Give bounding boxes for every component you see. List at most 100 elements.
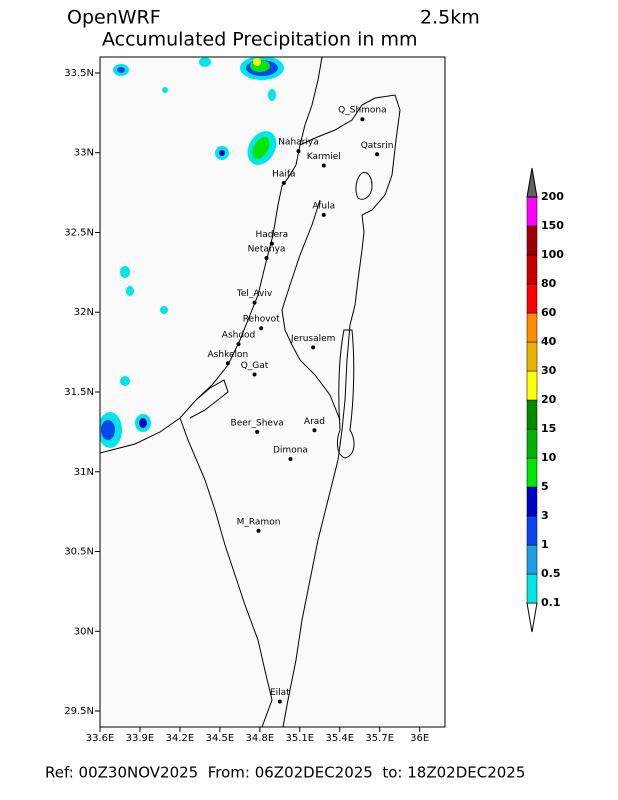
city-dot — [321, 212, 326, 217]
precip-field — [100, 57, 284, 448]
city-dot — [360, 117, 365, 122]
colorbar-segment — [526, 515, 538, 546]
y-tick-label: 31.5N — [64, 387, 94, 398]
city-dot — [288, 457, 293, 461]
colorbar-segment — [526, 399, 538, 430]
colorbar-label: 0.1 — [541, 596, 561, 609]
x-tick-label: 35.4E — [325, 733, 354, 744]
y-tick-label: 32.5N — [64, 227, 94, 238]
city-dot — [252, 300, 257, 305]
city-dot — [259, 326, 264, 331]
city-label: Haifa — [272, 170, 295, 180]
city-dot — [255, 429, 260, 434]
city-dot — [236, 342, 241, 347]
chart-title: Accumulated Precipitation in mm — [102, 29, 418, 51]
city-label: Jerusalem — [290, 334, 336, 344]
city-dot — [277, 699, 282, 704]
city-label: Ashdod — [222, 331, 255, 341]
x-tick-label: 36E — [410, 733, 429, 744]
colorbar-segment — [526, 428, 538, 459]
colorbar-label: 150 — [541, 219, 564, 232]
city-dot — [281, 181, 286, 186]
colorbar-label: 100 — [541, 248, 564, 261]
colorbar-segment — [526, 283, 538, 314]
eastern-border — [282, 94, 401, 727]
colorbar: 0.1 0.5 1 3 5 10 15 20 30 40 60 80 100 150 200 — [526, 167, 564, 633]
colorbar-segment — [526, 196, 538, 227]
colorbar-segment — [526, 486, 538, 517]
west-bank-line — [281, 199, 341, 421]
resolution: 2.5km — [420, 7, 480, 29]
colorbar-label: 60 — [541, 306, 557, 319]
axes: 33.6E 33.9E 34.2E 34.5E 34.8E 35.1E 35.4E 35.7E… — [64, 68, 429, 744]
y-tick-label: 30N — [74, 626, 94, 637]
city-dot — [256, 528, 261, 533]
x-tick-label: 33.6E — [86, 733, 115, 744]
colorbar-segment — [526, 457, 538, 488]
city-label: Tel_Aviv — [236, 289, 273, 299]
city-label: M_Ramon — [237, 517, 281, 527]
city-dot — [296, 149, 301, 154]
colorbar-label: 1 — [541, 538, 549, 551]
city-dot — [269, 241, 274, 246]
city-label: Netanya — [248, 245, 286, 255]
city-label: Afula — [312, 201, 335, 211]
y-tick-label: 32N — [74, 307, 94, 318]
colorbar-segment — [526, 341, 538, 372]
city-label: Qatsrin — [361, 141, 394, 151]
footer: Ref: 00Z30NOV2025 From: 06Z02DEC2025 to:… — [45, 764, 525, 782]
city-label: Beer_Sheva — [231, 418, 284, 428]
x-tick-label: 34.5E — [206, 733, 235, 744]
city-label: Q_Shmona — [338, 106, 387, 116]
x-tick-label: 33.9E — [126, 733, 155, 744]
colorbar-segment — [526, 254, 538, 285]
colorbar-segment — [526, 544, 538, 575]
egypt-border — [179, 417, 273, 727]
city-label: Ashkelon — [208, 350, 249, 360]
colorbar-label: 15 — [541, 422, 556, 435]
colorbar-label: 3 — [541, 509, 549, 522]
colorbar-label: 80 — [541, 277, 557, 290]
map-layer — [100, 57, 401, 727]
y-tick-label: 33.5N — [64, 68, 94, 79]
gaza-border — [189, 379, 229, 419]
x-tick-label: 34.8E — [246, 733, 275, 744]
colorbar-label: 5 — [541, 480, 549, 493]
city-label: Eilat — [270, 688, 290, 698]
city-label: Arad — [304, 417, 325, 427]
city-dot — [252, 372, 257, 377]
x-tick-label: 35.1E — [286, 733, 315, 744]
cities: Q_Shmona Nahariya Karmiel Qatsrin Haifa Afula… — [208, 106, 394, 704]
y-tick-label: 31N — [74, 467, 94, 478]
city-dot — [321, 163, 326, 168]
city-label: Karmiel — [307, 152, 341, 162]
y-tick-label: 33N — [74, 148, 94, 159]
colorbar-label: 200 — [541, 190, 564, 203]
colorbar-segment — [526, 225, 538, 256]
city-label: Hadera — [255, 230, 288, 240]
y-tick-label: 30.5N — [64, 547, 94, 558]
y-tick-label: 29.5N — [64, 706, 94, 717]
city-label: Nahariya — [278, 138, 319, 148]
city-label: Rehovot — [243, 315, 280, 325]
colorbar-label: 40 — [541, 335, 557, 348]
dead-sea — [336, 329, 355, 459]
city-dot — [312, 428, 317, 433]
city-label: Q_Gat — [241, 361, 269, 371]
city-dot — [225, 361, 230, 366]
lake-kinneret — [355, 172, 373, 200]
city-label: Dimona — [273, 446, 308, 456]
city-dot — [375, 152, 380, 157]
colorbar-segment — [526, 573, 538, 604]
city-dot — [264, 256, 269, 260]
colorbar-label: 20 — [541, 393, 557, 406]
coastline — [100, 57, 323, 454]
colorbar-label: 10 — [541, 451, 557, 464]
colorbar-segment — [526, 312, 538, 343]
colorbar-over — [526, 167, 538, 198]
colorbar-under — [526, 602, 538, 633]
model-name: OpenWRF — [67, 7, 161, 29]
colorbar-label: 30 — [541, 364, 557, 377]
colorbar-label: 0.5 — [541, 567, 561, 580]
map-background — [100, 57, 445, 727]
